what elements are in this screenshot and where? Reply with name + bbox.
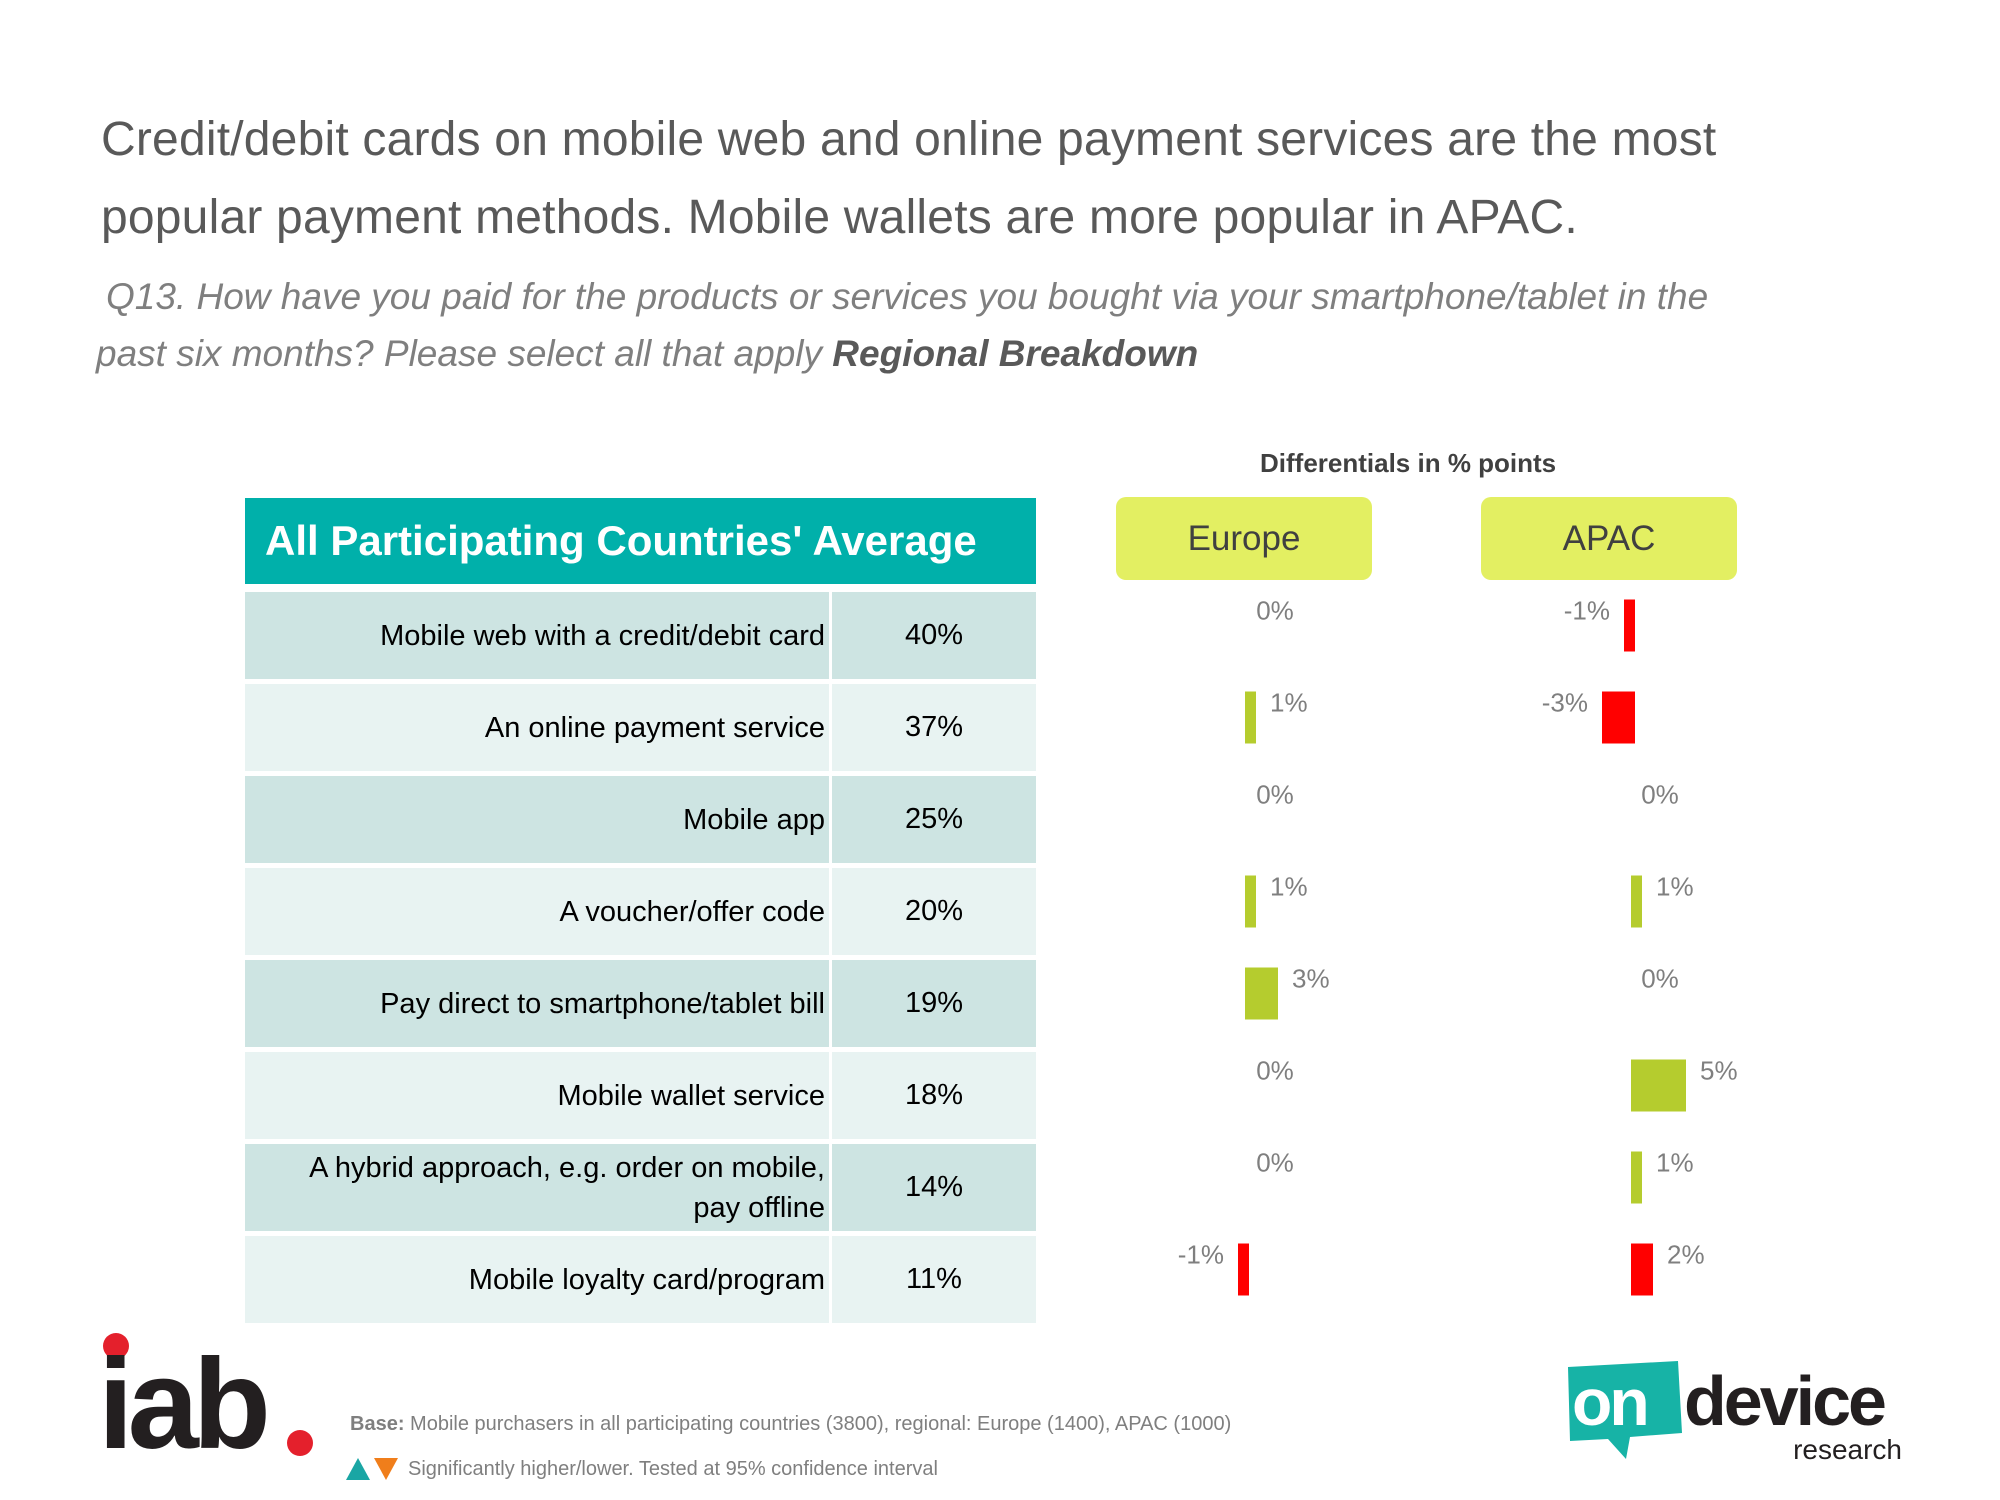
base-note: Base: Mobile purchasers in all participa… bbox=[350, 1413, 1231, 1436]
ondevice-logo-device: device bbox=[1684, 1362, 1885, 1440]
bar bbox=[1245, 875, 1256, 928]
bar bbox=[1602, 691, 1635, 744]
table-row: A voucher/offer code 20% bbox=[245, 868, 1036, 955]
data-label: -1% bbox=[1564, 596, 1610, 626]
row-value: 14% bbox=[832, 1144, 1036, 1231]
base-label: Base: bbox=[350, 1413, 405, 1435]
bar bbox=[1631, 1243, 1653, 1296]
bar bbox=[1245, 967, 1278, 1020]
data-label: 0% bbox=[1256, 596, 1294, 626]
region-header-apac: APAC bbox=[1481, 497, 1737, 580]
data-label: -1% bbox=[1178, 1240, 1224, 1270]
table-row: Mobile wallet service 18% bbox=[245, 1052, 1036, 1139]
row-label: Pay direct to smartphone/tablet bill bbox=[245, 960, 829, 1047]
ondevice-logo-on: on bbox=[1572, 1365, 1647, 1439]
row-value: 37% bbox=[832, 684, 1036, 771]
data-label: -3% bbox=[1542, 688, 1588, 718]
significance-text: Significantly higher/lower. Tested at 95… bbox=[408, 1457, 938, 1480]
row-label: A voucher/offer code bbox=[245, 868, 829, 955]
table-row: Pay direct to smartphone/tablet bill 19% bbox=[245, 960, 1036, 1047]
region-header-europe: Europe bbox=[1116, 497, 1372, 580]
row-value: 25% bbox=[832, 776, 1036, 863]
row-value: 19% bbox=[832, 960, 1036, 1047]
data-label: 3% bbox=[1292, 964, 1330, 994]
row-label: Mobile wallet service bbox=[245, 1052, 829, 1139]
iab-logo-text: iab bbox=[98, 1333, 266, 1460]
base-text: Mobile purchasers in all participating c… bbox=[410, 1413, 1232, 1435]
data-label: 5% bbox=[1700, 1056, 1738, 1086]
row-label: An online payment service bbox=[245, 684, 829, 771]
data-label: 0% bbox=[1256, 780, 1294, 810]
data-label: 1% bbox=[1270, 688, 1308, 718]
significance-triangles-icon bbox=[346, 1458, 398, 1480]
data-label: 0% bbox=[1641, 780, 1679, 810]
table-row: Mobile web with a credit/debit card 40% bbox=[245, 592, 1036, 679]
iab-logo: iab bbox=[98, 1333, 313, 1460]
question-text: past six months? Please select all that … bbox=[96, 333, 822, 374]
data-label: 0% bbox=[1256, 1056, 1294, 1086]
table-row: Mobile app 25% bbox=[245, 776, 1036, 863]
ondevice-logo-research: research bbox=[1793, 1434, 1902, 1465]
table-row: A hybrid approach, e.g. order on mobile,… bbox=[245, 1144, 1036, 1231]
bar bbox=[1238, 1243, 1249, 1296]
significance-note: Significantly higher/lower. Tested at 95… bbox=[344, 1456, 938, 1482]
table-header: All Participating Countries' Average bbox=[245, 498, 1036, 584]
table-row: An online payment service 37% bbox=[245, 684, 1036, 771]
data-label: 2% bbox=[1667, 1240, 1705, 1270]
bar bbox=[1624, 599, 1635, 652]
row-label: Mobile web with a credit/debit card bbox=[245, 592, 829, 679]
bar bbox=[1631, 875, 1642, 928]
table-row: Mobile loyalty card/program 11% bbox=[245, 1236, 1036, 1323]
question-emphasis: Regional Breakdown bbox=[832, 333, 1199, 374]
bar bbox=[1631, 1151, 1642, 1204]
data-label: 1% bbox=[1656, 872, 1694, 902]
data-label: 0% bbox=[1256, 1148, 1294, 1178]
row-value: 11% bbox=[832, 1236, 1036, 1323]
page-title-line-2: popular payment methods. Mobile wallets … bbox=[101, 191, 1578, 244]
row-value: 20% bbox=[832, 868, 1036, 955]
row-label: Mobile loyalty card/program bbox=[245, 1236, 829, 1323]
ondevice-logo: on device research bbox=[1568, 1361, 1902, 1465]
chart-title: Differentials in % points bbox=[1260, 448, 1557, 478]
question-line-1: Q13. How have you paid for the products … bbox=[106, 276, 1709, 317]
data-label: 1% bbox=[1656, 1148, 1694, 1178]
question-line-2: past six months? Please select all that … bbox=[96, 333, 1198, 375]
bar bbox=[1631, 1059, 1686, 1112]
row-label: A hybrid approach, e.g. order on mobile,… bbox=[245, 1144, 829, 1231]
row-label: Mobile app bbox=[245, 776, 829, 863]
bar bbox=[1245, 691, 1256, 744]
row-value: 18% bbox=[832, 1052, 1036, 1139]
data-label: 1% bbox=[1270, 872, 1308, 902]
row-value: 40% bbox=[832, 592, 1036, 679]
page-title-line-1: Credit/debit cards on mobile web and onl… bbox=[101, 113, 1717, 166]
data-label: 0% bbox=[1641, 964, 1679, 994]
